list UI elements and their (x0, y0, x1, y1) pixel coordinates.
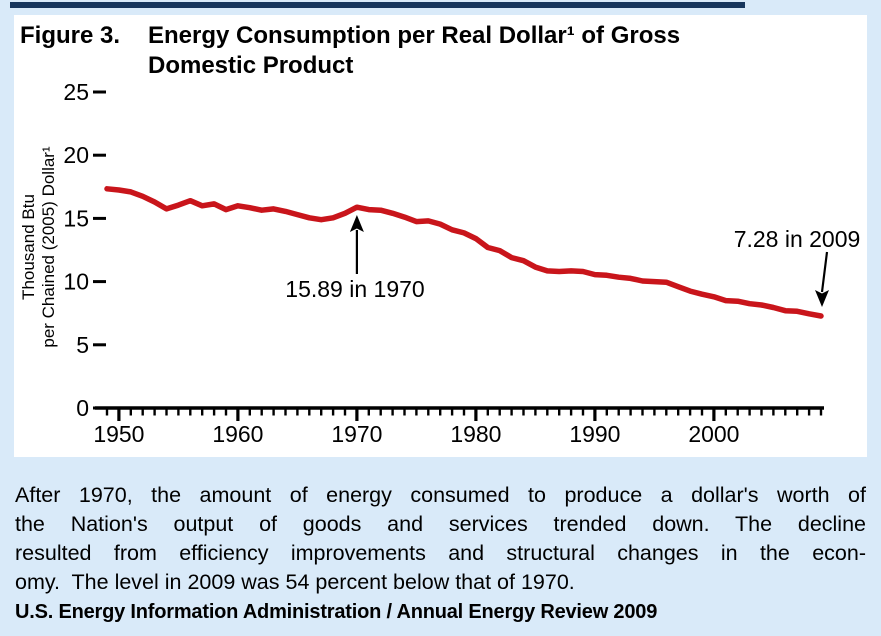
data-series-line (104, 186, 824, 319)
y-tick-label: 20 (63, 142, 89, 168)
annotation-1970: 15.89 in 1970 (285, 276, 425, 302)
chart-panel (14, 15, 867, 457)
x-tick-label: 2000 (688, 421, 739, 447)
figure-title: Figure 3. Energy Consumption per Real Do… (20, 21, 680, 81)
y-tick-label: 0 (76, 395, 89, 421)
caption-line: resulted from efficiency improvements an… (15, 541, 866, 565)
caption-line: omy. The level in 2009 was 54 percent be… (15, 570, 575, 594)
y-tick-label: 15 (63, 205, 89, 231)
caption-line: After 1970, the amount of energy consume… (15, 483, 866, 507)
y-axis-title-line2: per Chained (2005) Dollar¹ (39, 146, 58, 348)
annotation-arrow-2009-head (815, 290, 829, 307)
figure-caption: After 1970, the amount of energy consume… (15, 481, 866, 597)
line-chart: 1950 1960 1970 1980 1990 2000 0 5 10 15 20 25 (63, 79, 829, 447)
annotation-arrow-2009-shaft (820, 251, 829, 293)
x-tick-label: 1950 (93, 421, 144, 447)
figure-number: Figure 3. (20, 22, 121, 49)
source-line: U.S. Energy Information Administration /… (15, 601, 658, 623)
figure-title-text: Energy Consumption per Real Dollar¹ of G… (148, 21, 680, 81)
x-tick-label: 1980 (450, 421, 501, 447)
y-axis-title: Thousand Btu per Chained (2005) Dollar¹ (19, 117, 61, 377)
annotation-2009: 7.28 in 2009 (733, 226, 861, 252)
top-rule (10, 2, 745, 8)
x-tick-label: 1960 (212, 421, 263, 447)
caption-line: the Nation's output of goods and service… (15, 512, 866, 536)
x-tick-label: 1990 (569, 421, 620, 447)
y-tick-label: 25 (63, 79, 89, 105)
annotation-arrow-1970-head (349, 215, 364, 232)
figure-title-line1: Energy Consumption per Real Dollar¹ of G… (148, 22, 681, 49)
figure-title-line2: Domestic Product (148, 52, 354, 79)
y-axis-title-line1: Thousand Btu (19, 194, 38, 300)
y-tick-label: 5 (76, 332, 89, 358)
x-tick-label: 1970 (331, 421, 382, 447)
y-tick-label: 10 (63, 269, 89, 295)
